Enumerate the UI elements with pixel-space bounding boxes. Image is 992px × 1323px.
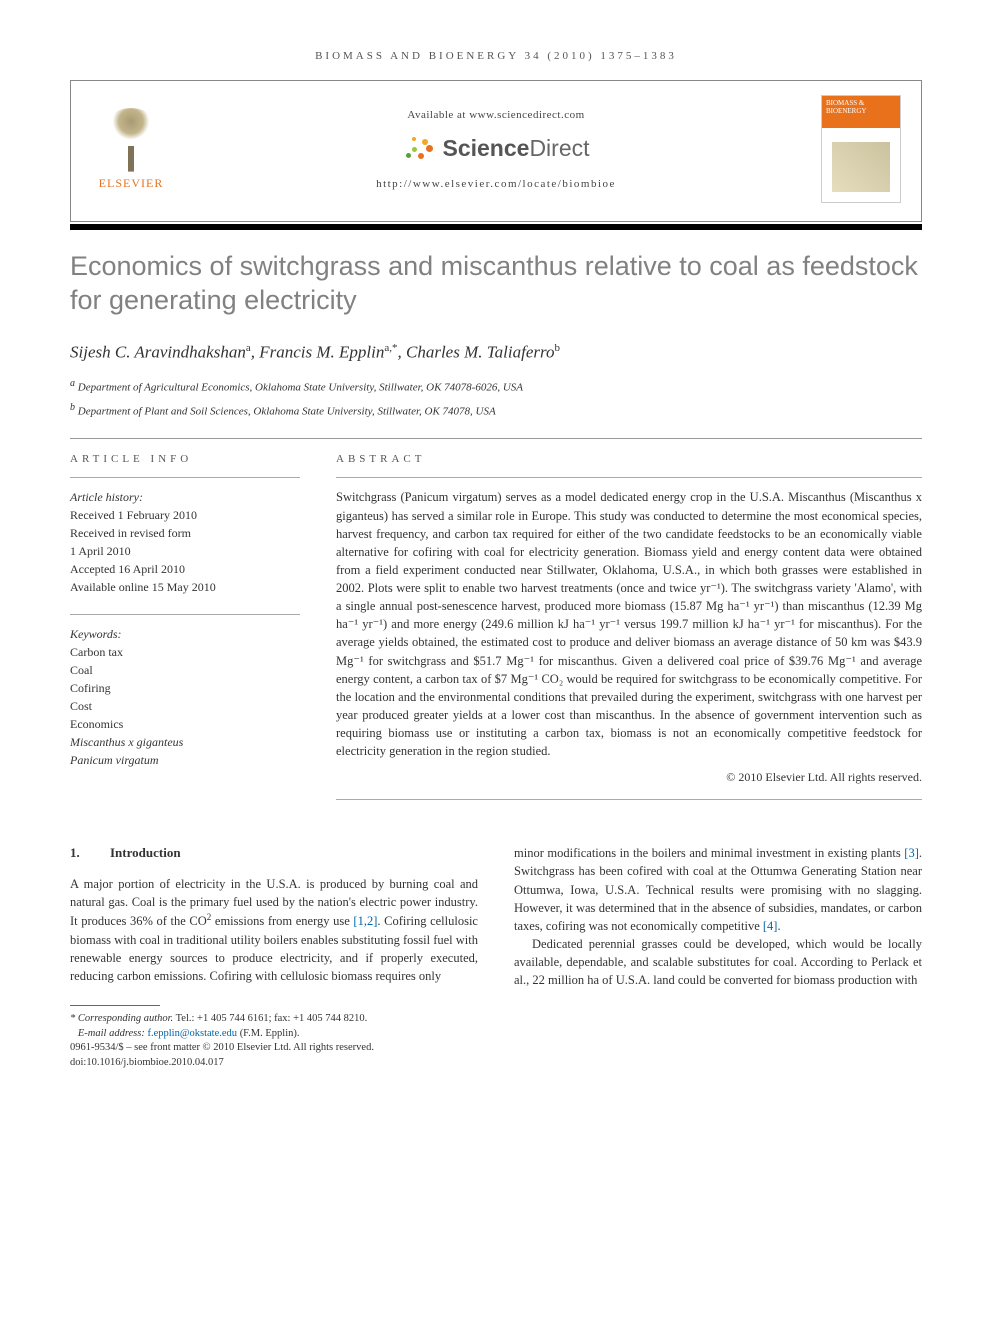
info-rule-2 <box>70 614 300 615</box>
journal-cover-title: BIOMASS & BIOENERGY <box>826 99 866 115</box>
history-online: Available online 15 May 2010 <box>70 580 216 594</box>
body-column-left: 1.Introduction A major portion of electr… <box>70 844 478 1071</box>
author-3-affil-mark: b <box>554 342 560 354</box>
body-column-right: minor modifications in the boilers and m… <box>514 844 922 1071</box>
copyright-line: © 2010 Elsevier Ltd. All rights reserved… <box>336 770 922 785</box>
doi-line: doi:10.1016/j.biombioe.2010.04.017 <box>70 1057 224 1068</box>
divider-rule <box>70 438 922 439</box>
history-label: Article history: <box>70 490 143 504</box>
affiliation-b: b Department of Plant and Soil Sciences,… <box>70 400 922 420</box>
email-link[interactable]: f.epplin@okstate.edu <box>147 1028 237 1039</box>
article-info-column: ARTICLE INFO Article history: Received 1… <box>70 453 300 810</box>
ref-link[interactable]: [4] <box>763 919 778 933</box>
abstract-bottom-rule <box>336 799 922 800</box>
history-revised-line2: 1 April 2010 <box>70 544 131 558</box>
author-2-affil-mark: a,* <box>384 342 397 354</box>
intro-paragraph-right-2: Dedicated perennial grasses could be dev… <box>514 935 922 989</box>
elsevier-tree-icon <box>99 108 163 172</box>
abstract-column: ABSTRACT Switchgrass (Panicum virgatum) … <box>336 453 922 810</box>
keyword-item: Cost <box>70 699 92 713</box>
keyword-item: Coal <box>70 663 93 677</box>
keywords-label: Keywords: <box>70 627 122 641</box>
article-title: Economics of switchgrass and miscanthus … <box>70 250 922 318</box>
ref-link[interactable]: [1,2] <box>353 915 377 929</box>
title-top-rule <box>70 224 922 230</box>
article-history-block: Article history: Received 1 February 201… <box>70 488 300 596</box>
keyword-item: Cofiring <box>70 681 111 695</box>
abstract-heading: ABSTRACT <box>336 453 922 465</box>
email-person: (F.M. Epplin). <box>240 1028 300 1039</box>
keyword-item: Miscanthus x giganteus <box>70 735 183 749</box>
intro-paragraph-left: A major portion of electricity in the U.… <box>70 875 478 985</box>
keyword-item: Economics <box>70 717 123 731</box>
author-2: Francis M. Epplin <box>259 342 384 361</box>
keyword-item: Panicum virgatum <box>70 753 159 767</box>
journal-locate-url: http://www.elsevier.com/locate/biombioe <box>187 178 805 190</box>
abstract-text: Switchgrass (Panicum virgatum) serves as… <box>336 488 922 760</box>
history-received: Received 1 February 2010 <box>70 508 197 522</box>
affiliation-a: a Department of Agricultural Economics, … <box>70 376 922 396</box>
header-center: Available at www.sciencedirect.com Scien… <box>187 109 805 190</box>
elsevier-logo: ELSEVIER <box>91 108 171 191</box>
sciencedirect-wordmark: ScienceDirect <box>442 135 589 162</box>
abstract-rule <box>336 477 922 478</box>
sciencedirect-dots-icon <box>402 135 436 161</box>
intro-paragraph-right-1: minor modifications in the boilers and m… <box>514 844 922 935</box>
info-rule-1 <box>70 477 300 478</box>
corresponding-author-label: * Corresponding author. <box>70 1013 173 1024</box>
keywords-block: Keywords: Carbon tax Coal Cofiring Cost … <box>70 625 300 769</box>
header-box: ELSEVIER Available at www.sciencedirect.… <box>70 80 922 222</box>
affiliation-a-text: Department of Agricultural Economics, Ok… <box>78 382 523 394</box>
author-3: Charles M. Taliaferro <box>406 342 554 361</box>
elsevier-wordmark: ELSEVIER <box>91 176 171 191</box>
section-heading-intro: 1.Introduction <box>70 844 478 863</box>
affiliation-b-text: Department of Plant and Soil Sciences, O… <box>78 406 496 418</box>
running-head: BIOMASS AND BIOENERGY 34 (2010) 1375–138… <box>70 50 922 62</box>
issn-line: 0961-9534/$ – see front matter © 2010 El… <box>70 1042 374 1053</box>
email-label: E-mail address: <box>78 1028 145 1039</box>
author-1: Sijesh C. Aravindhakshan <box>70 342 246 361</box>
section-title: Introduction <box>110 845 181 860</box>
article-info-heading: ARTICLE INFO <box>70 453 300 465</box>
history-revised-line1: Received in revised form <box>70 526 191 540</box>
author-1-affil-mark: a <box>246 342 251 354</box>
sciencedirect-logo: ScienceDirect <box>402 135 589 162</box>
keyword-item: Carbon tax <box>70 645 123 659</box>
available-at-line: Available at www.sciencedirect.com <box>187 109 805 121</box>
journal-cover-thumbnail: BIOMASS & BIOENERGY <box>821 95 901 203</box>
history-accepted: Accepted 16 April 2010 <box>70 562 185 576</box>
footnote-rule <box>70 1005 160 1006</box>
corresponding-author-tel: Tel.: +1 405 744 6161; fax: +1 405 744 8… <box>176 1013 368 1024</box>
footnote-block: * Corresponding author. Tel.: +1 405 744… <box>70 1012 478 1071</box>
section-number: 1. <box>70 844 110 863</box>
body-two-column: 1.Introduction A major portion of electr… <box>70 844 922 1071</box>
ref-link[interactable]: [3] <box>904 846 919 860</box>
author-list: Sijesh C. Aravindhakshana, Francis M. Ep… <box>70 342 922 363</box>
